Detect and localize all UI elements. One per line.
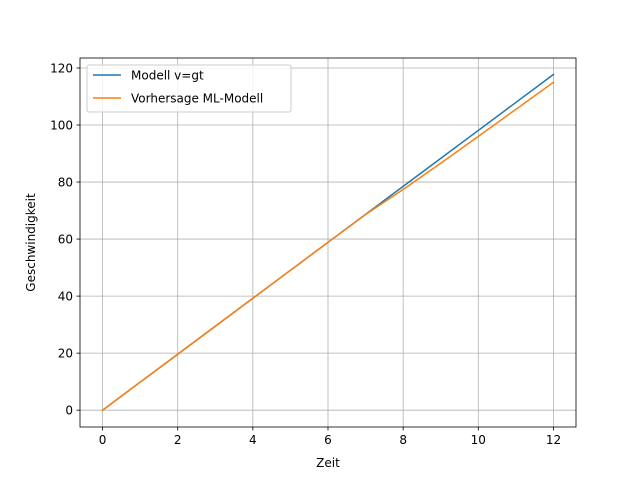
legend: Modell v=gt Vorhersage ML-Modell — [86, 64, 292, 113]
x-axis-label: Zeit — [316, 456, 340, 470]
y-tick-label: 20 — [58, 347, 73, 361]
x-tick-label: 6 — [324, 433, 332, 447]
y-tick-label: 40 — [58, 290, 73, 304]
x-tick-label: 8 — [399, 433, 407, 447]
y-tick-label: 60 — [58, 233, 73, 247]
y-axis-label: Geschwindigkeit — [24, 193, 38, 292]
series-lines — [101, 73, 555, 412]
x-tick-label: 0 — [99, 433, 107, 447]
y-tick-label: 0 — [65, 404, 73, 418]
y-tick-label: 80 — [58, 176, 73, 190]
y-tick-label: 120 — [50, 61, 73, 75]
y-tick-label: 100 — [50, 119, 73, 133]
legend-label-modell: Modell v=gt — [131, 69, 204, 83]
x-tick-label: 12 — [546, 433, 561, 447]
x-tick-label: 4 — [249, 433, 257, 447]
series-line-1 — [101, 81, 555, 412]
x-tick-label: 10 — [471, 433, 486, 447]
legend-box — [86, 64, 292, 113]
x-tick-label: 2 — [174, 433, 182, 447]
legend-label-vorhersage: Vorhersage ML-Modell — [131, 92, 263, 106]
